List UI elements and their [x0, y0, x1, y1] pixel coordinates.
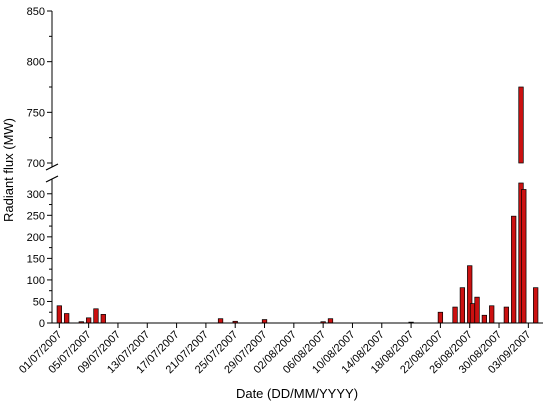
bar — [86, 317, 92, 324]
y-tick-label: 300 — [27, 189, 45, 201]
bar-upper-part — [518, 86, 524, 164]
bars — [56, 86, 539, 324]
bar — [93, 308, 99, 324]
y-tick-label: 250 — [27, 210, 45, 222]
y-tick-label: 700 — [27, 158, 45, 170]
axis-break-mark — [45, 163, 59, 171]
y-tick-label: 0 — [39, 318, 45, 330]
bar — [100, 314, 106, 324]
y-axis-title: Radiant flux (MW) — [1, 118, 16, 222]
bar — [459, 287, 466, 324]
bar — [217, 318, 224, 324]
bar — [489, 305, 495, 324]
y-tick-label: 100 — [27, 275, 45, 287]
y-tick-label: 50 — [33, 296, 45, 308]
bar — [64, 313, 70, 324]
bar — [521, 189, 527, 324]
y-tick-label: 150 — [27, 253, 45, 265]
axis-break-mark — [45, 175, 59, 183]
y-tick-label: 750 — [27, 107, 45, 119]
bar — [56, 305, 62, 324]
bar — [474, 296, 480, 324]
y-tick-label: 200 — [27, 232, 45, 244]
y-axis: 0 50 100 150 200 250 300 700 750 800 850 — [27, 6, 59, 330]
x-axis: 01/07/200705/07/200709/07/200713/07/2007… — [17, 322, 543, 376]
bar — [469, 303, 476, 324]
y-tick-label: 800 — [27, 57, 45, 69]
bar — [327, 318, 334, 324]
x-axis-title: Date (DD/MM/YYYY) — [236, 386, 358, 401]
bar — [481, 314, 487, 324]
plot-area: 0 50 100 150 200 250 300 700 750 800 850 01/07/200… — [17, 6, 543, 376]
bar — [261, 319, 268, 324]
bar — [533, 287, 539, 324]
bar — [452, 306, 458, 324]
bar — [503, 306, 509, 324]
bar — [511, 215, 517, 324]
bar — [437, 311, 444, 324]
y-tick-label: 850 — [27, 6, 45, 18]
